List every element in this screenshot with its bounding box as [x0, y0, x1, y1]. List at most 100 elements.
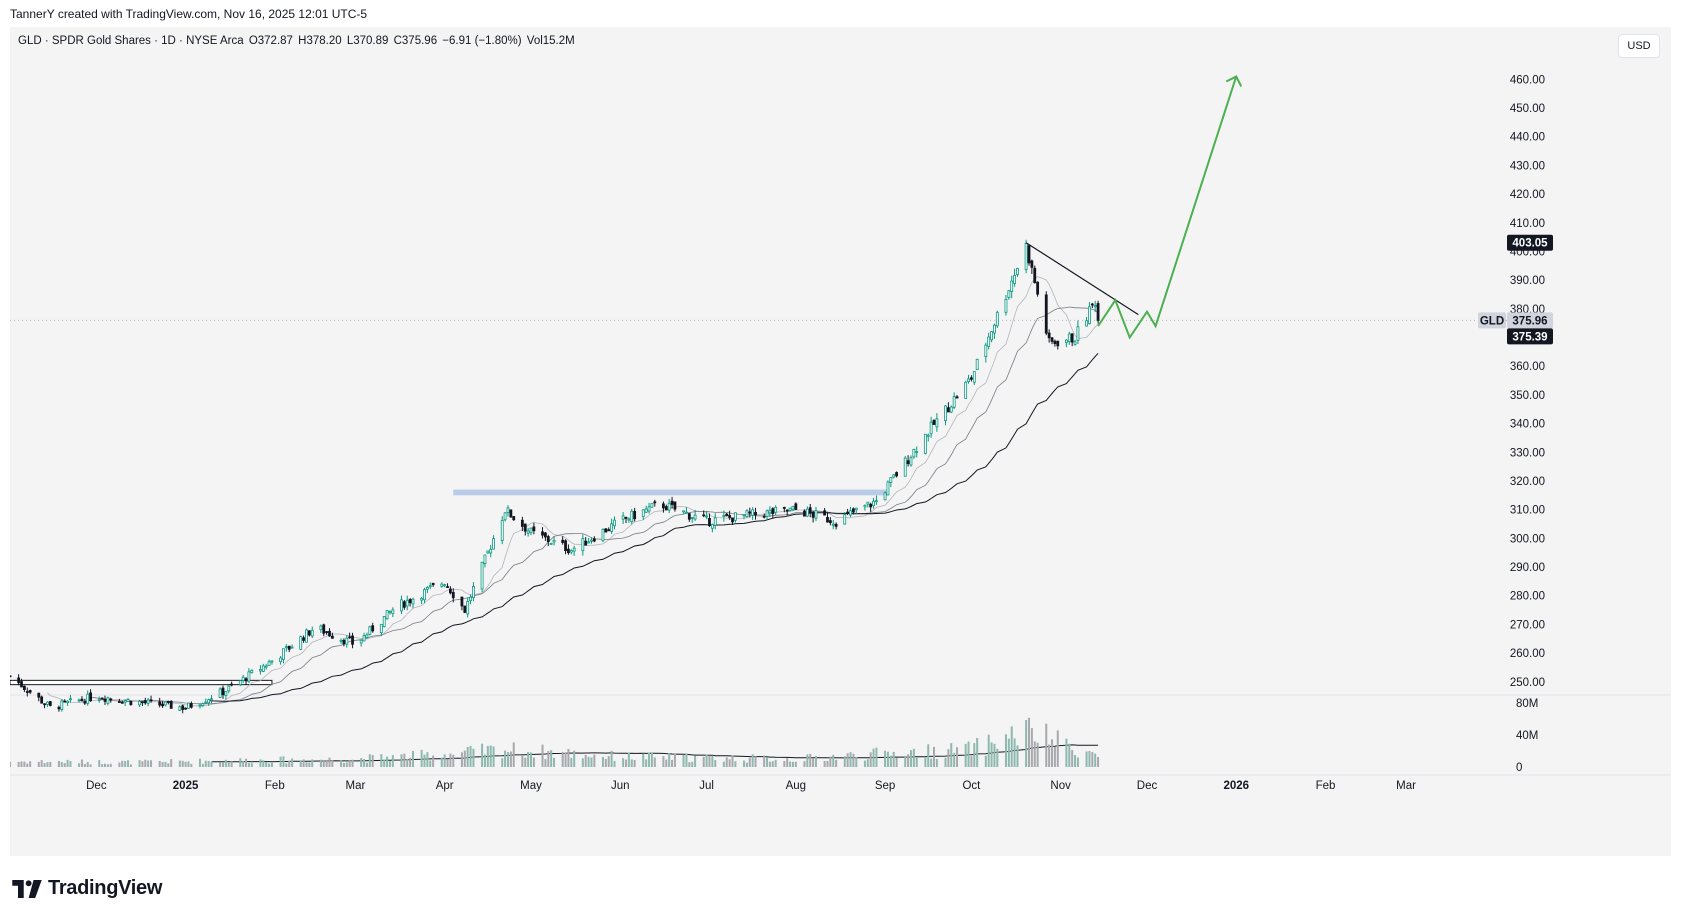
candle-body[interactable]	[483, 554, 487, 564]
candle-body[interactable]	[489, 548, 493, 554]
candle-body[interactable]	[552, 539, 556, 543]
candle-body[interactable]	[198, 704, 202, 707]
candle-body[interactable]	[725, 513, 729, 517]
candle-body[interactable]	[472, 586, 475, 599]
candle-body[interactable]	[83, 700, 87, 704]
candle-body[interactable]	[710, 524, 714, 529]
candle-body[interactable]	[889, 477, 893, 483]
candle-body[interactable]	[486, 550, 490, 554]
candle-body[interactable]	[771, 508, 775, 515]
candle-body[interactable]	[146, 699, 150, 704]
candle-body[interactable]	[1036, 281, 1040, 295]
candle-body[interactable]	[420, 597, 424, 601]
candle-body[interactable]	[1093, 305, 1097, 307]
candle-body[interactable]	[647, 506, 651, 512]
candle-body[interactable]	[823, 510, 827, 516]
candle-body[interactable]	[984, 344, 988, 358]
candle-body[interactable]	[748, 511, 752, 514]
candle-body[interactable]	[440, 583, 444, 587]
candle-body[interactable]	[164, 701, 167, 706]
candle-body[interactable]	[345, 637, 349, 645]
candle-body[interactable]	[299, 636, 303, 650]
candle-body[interactable]	[762, 515, 766, 518]
candle-body[interactable]	[886, 481, 890, 496]
candle-body[interactable]	[964, 381, 968, 399]
candle-body[interactable]	[330, 635, 334, 639]
candle-body[interactable]	[348, 636, 352, 639]
candle-body[interactable]	[923, 433, 927, 454]
candle-body[interactable]	[831, 523, 835, 526]
candle-body[interactable]	[270, 660, 274, 663]
candle-body[interactable]	[993, 324, 996, 334]
candle-body[interactable]	[520, 519, 524, 527]
candle-body[interactable]	[926, 434, 930, 437]
candle-body[interactable]	[123, 700, 127, 703]
candle-body[interactable]	[863, 504, 867, 508]
candle-body[interactable]	[342, 639, 346, 645]
candle-body[interactable]	[791, 505, 795, 510]
candle-body[interactable]	[929, 421, 933, 435]
candle-body[interactable]	[728, 515, 732, 518]
candle-body[interactable]	[569, 550, 573, 553]
candle-body[interactable]	[187, 702, 190, 709]
candle-body[interactable]	[1090, 303, 1094, 306]
candle-body[interactable]	[339, 639, 343, 642]
candle-body[interactable]	[987, 336, 991, 347]
symbol-title[interactable]: GLD · SPDR Gold Shares · 1D · NYSE Arca	[18, 35, 244, 47]
candle-body[interactable]	[523, 523, 527, 532]
candle-body[interactable]	[549, 542, 553, 545]
candle-body[interactable]	[909, 457, 913, 466]
candle-body[interactable]	[768, 509, 772, 514]
candle-body[interactable]	[843, 514, 847, 525]
candle-body[interactable]	[279, 657, 282, 663]
candle-body[interactable]	[854, 507, 858, 511]
candle-body[interactable]	[935, 418, 939, 428]
candle-body[interactable]	[967, 378, 970, 382]
chart-area[interactable]: 250.00 260.00 270.00 280.00 290.00 300.00 310.…	[10, 27, 1671, 856]
candle-body[interactable]	[97, 699, 101, 701]
candle-body[interactable]	[1024, 242, 1028, 270]
candle-body[interactable]	[990, 331, 993, 341]
candle-body[interactable]	[400, 599, 403, 612]
candle-body[interactable]	[630, 510, 634, 523]
candle-body[interactable]	[529, 527, 533, 534]
candle-body[interactable]	[1096, 303, 1100, 321]
candle-body[interactable]	[788, 507, 792, 511]
candle-body[interactable]	[1067, 333, 1071, 342]
candle-body[interactable]	[742, 514, 746, 517]
candle-body[interactable]	[814, 510, 818, 519]
candle-body[interactable]	[109, 698, 113, 701]
candle-body[interactable]	[1027, 245, 1031, 264]
candle-body[interactable]	[808, 507, 812, 514]
candle-body[interactable]	[883, 492, 887, 501]
candle-body[interactable]	[915, 451, 919, 453]
candle-body[interactable]	[1085, 320, 1088, 327]
candle-body[interactable]	[621, 515, 625, 520]
candle-body[interactable]	[946, 407, 950, 413]
candle-body[interactable]	[892, 474, 896, 478]
candle-body[interactable]	[541, 531, 544, 536]
candle-body[interactable]	[371, 625, 375, 632]
candle-body[interactable]	[351, 635, 354, 645]
candle-body[interactable]	[117, 701, 121, 703]
candle-body[interactable]	[218, 688, 222, 698]
candle-body[interactable]	[10, 675, 12, 678]
candle-body[interactable]	[227, 685, 231, 692]
projection-path[interactable]	[1097, 76, 1238, 340]
candle-body[interactable]	[408, 599, 412, 604]
candle-body[interactable]	[63, 700, 67, 703]
candle-body[interactable]	[1070, 333, 1074, 343]
candle-body[interactable]	[751, 509, 755, 516]
candle-body[interactable]	[60, 700, 64, 710]
candle-body[interactable]	[48, 701, 52, 706]
candle-body[interactable]	[1004, 299, 1008, 313]
candle-body[interactable]	[161, 703, 164, 707]
candle-body[interactable]	[247, 671, 251, 682]
candle-body[interactable]	[138, 700, 141, 706]
candle-body[interactable]	[906, 460, 910, 464]
candle-body[interactable]	[463, 605, 467, 613]
candle-body[interactable]	[302, 637, 306, 641]
candle-body[interactable]	[526, 530, 530, 534]
candle-body[interactable]	[1044, 294, 1048, 334]
candle-body[interactable]	[141, 701, 144, 704]
